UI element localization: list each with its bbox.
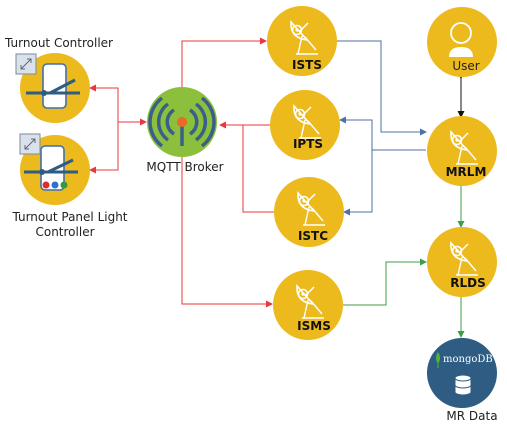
phone-switch-icon (26, 63, 80, 109)
node-rlds[interactable]: RLDS (427, 227, 497, 297)
edge-broker-to-isms (181, 156, 273, 308)
person-icon (449, 22, 473, 57)
database-icon (454, 374, 472, 396)
broadcast-antenna-icon (148, 96, 216, 148)
edges (89, 37, 465, 338)
rlds-label: RLDS (450, 276, 486, 290)
edge-broker-to-ists (181, 37, 267, 88)
ipts-label: IPTS (293, 137, 323, 151)
edge-mrlm-to-ipts (339, 116, 426, 151)
turnout-panel-light-label-line2: Controller (35, 225, 94, 239)
ists-label: ISTS (292, 58, 322, 72)
node-turnout-controller[interactable]: Turnout Controller (4, 36, 113, 123)
edge-broker-to-turnout-controller (89, 84, 146, 123)
turnout-panel-light-label-line1: Turnout Panel Light (11, 210, 127, 224)
edge-istc-to-broker (242, 125, 274, 213)
mr-data-label: MR Data (446, 409, 497, 423)
mrlm-label: MRLM (446, 165, 487, 179)
node-turnout-panel-light-controller[interactable]: Turnout Panel Light Controller (11, 133, 128, 239)
mongodb-leaf-icon (436, 352, 440, 368)
edge-ists-to-mrlm (336, 40, 427, 136)
turnout-controller-label: Turnout Controller (4, 36, 113, 50)
node-mr-data[interactable]: mongoDB MR Data (427, 338, 498, 423)
isms-label: ISMS (297, 319, 331, 333)
node-mrlm[interactable]: MRLM (427, 116, 497, 186)
user-label: User (452, 59, 479, 73)
node-ists[interactable]: ISTS (267, 6, 337, 76)
edge-isms-to-rlds (342, 258, 427, 306)
node-isms[interactable]: ISMS (273, 270, 343, 340)
node-istc[interactable]: ISTC (274, 177, 344, 247)
phone-panel-icon (24, 145, 78, 191)
mqtt-broker-label: MQTT Broker (146, 160, 223, 174)
edge-mrlm-to-istc (343, 150, 373, 216)
node-user[interactable]: User (427, 7, 497, 77)
istc-label: ISTC (298, 229, 328, 243)
edge-broker-to-turnout-panel-light (89, 122, 119, 174)
node-ipts[interactable]: IPTS (270, 90, 340, 160)
mongodb-badge: mongoDB (443, 354, 493, 365)
node-mqtt-broker[interactable]: MQTT Broker (146, 87, 224, 174)
